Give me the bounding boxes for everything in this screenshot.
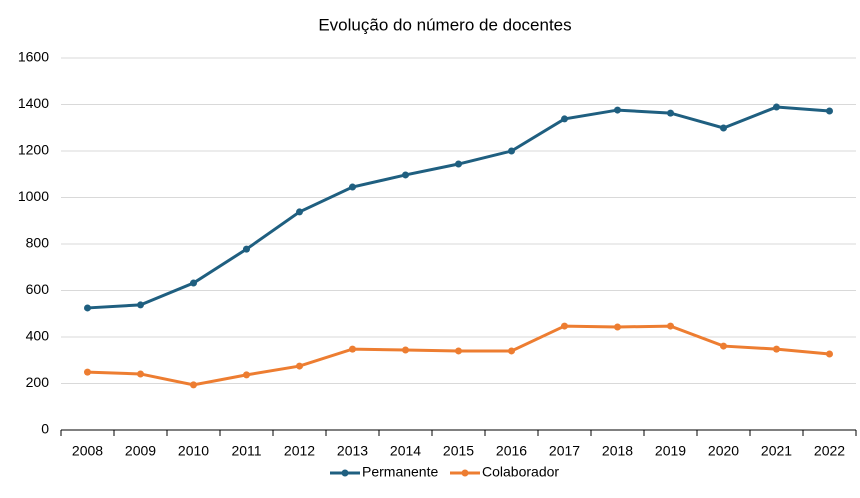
data-point <box>296 208 303 216</box>
data-point <box>614 106 621 114</box>
y-tick-label: 1200 <box>18 142 49 158</box>
data-point <box>137 301 144 309</box>
data-point <box>508 147 515 155</box>
data-point <box>667 109 674 117</box>
data-point <box>667 322 674 330</box>
data-point <box>84 368 91 376</box>
x-tick-label: 2015 <box>443 443 474 459</box>
legend-swatch-dot <box>461 469 469 477</box>
data-point <box>773 345 780 353</box>
y-tick-label: 1400 <box>18 95 49 111</box>
legend-label: Permanente <box>362 464 438 480</box>
x-tick-label: 2010 <box>178 443 209 459</box>
legend-swatch-dot <box>341 469 349 477</box>
data-point <box>561 115 568 123</box>
data-point <box>561 322 568 330</box>
data-point <box>720 124 727 132</box>
x-tick-label: 2012 <box>284 443 315 459</box>
data-point <box>402 346 409 354</box>
data-point <box>455 160 462 168</box>
data-point <box>296 362 303 370</box>
data-point <box>720 342 727 350</box>
series-line <box>87 105 830 310</box>
x-tick-label: 2014 <box>390 443 421 459</box>
data-point <box>243 371 250 379</box>
x-tick-label: 2019 <box>655 443 686 459</box>
series-line <box>87 324 830 387</box>
x-tick-label: 2016 <box>496 443 527 459</box>
data-point <box>137 370 144 378</box>
y-tick-label: 800 <box>26 235 50 251</box>
data-point <box>349 183 356 191</box>
x-tick-label: 2008 <box>72 443 103 459</box>
data-point <box>455 347 462 355</box>
y-tick-label: 200 <box>26 374 50 390</box>
x-tick-label: 2021 <box>761 443 792 459</box>
x-tick-label: 2013 <box>337 443 368 459</box>
x-tick-label: 2009 <box>125 443 156 459</box>
data-point <box>84 304 91 312</box>
y-tick-label: 600 <box>26 281 50 297</box>
x-tick-label: 2011 <box>231 443 261 459</box>
data-point <box>508 347 515 355</box>
data-point <box>243 245 250 253</box>
x-tick-label: 2022 <box>814 443 845 459</box>
data-point <box>773 103 780 111</box>
data-point <box>826 107 833 115</box>
legend-label: Colaborador <box>482 464 559 480</box>
data-point <box>190 381 197 389</box>
x-tick-label: 2017 <box>549 443 580 459</box>
y-tick-label: 400 <box>26 328 50 344</box>
data-point <box>349 345 356 353</box>
x-tick-label: 2020 <box>708 443 739 459</box>
data-point <box>402 171 409 179</box>
data-point <box>826 350 833 358</box>
chart-title: Evolução do número de docentes <box>318 15 571 34</box>
y-tick-label: 1600 <box>18 49 49 65</box>
y-tick-label: 1000 <box>18 188 49 204</box>
y-tick-label: 0 <box>41 421 49 437</box>
x-tick-label: 2018 <box>602 443 633 459</box>
data-point <box>614 323 621 331</box>
data-point <box>190 279 197 287</box>
